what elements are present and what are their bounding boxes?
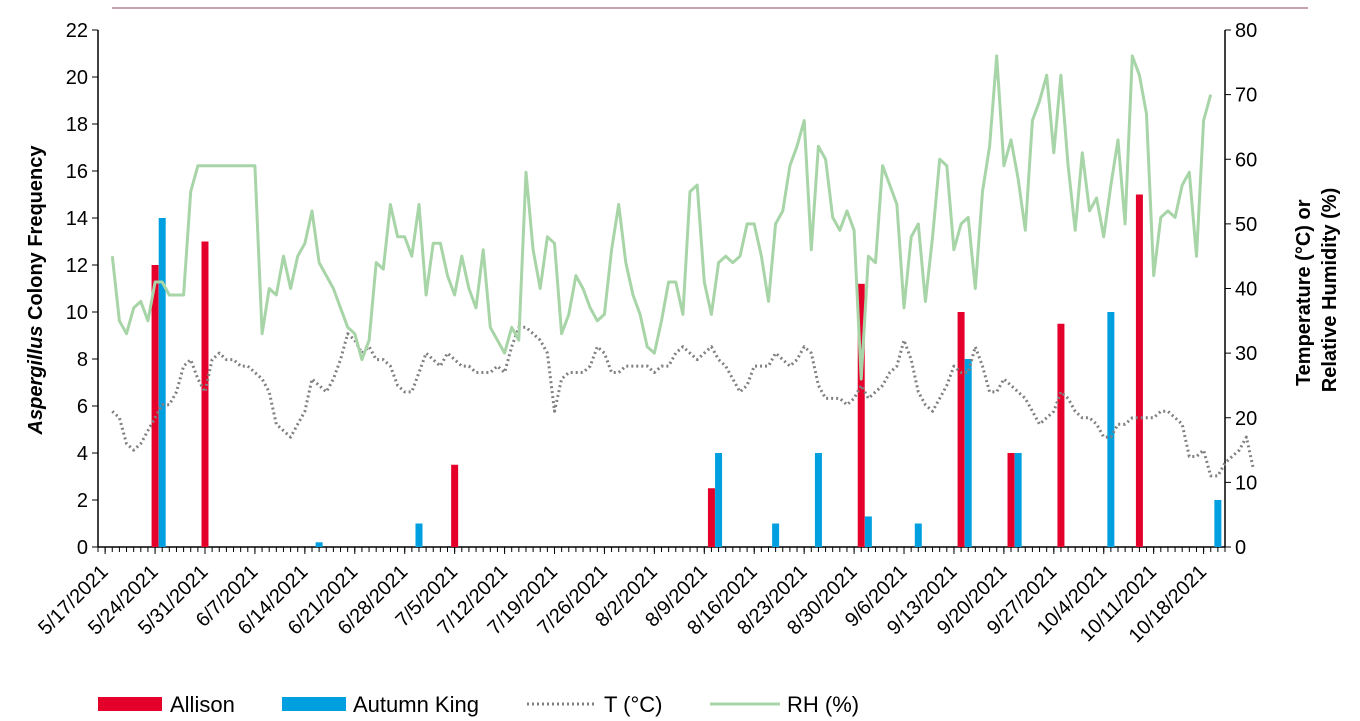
left-tick-label: 12 <box>66 255 88 277</box>
left-tick-label: 10 <box>66 302 88 324</box>
bar-autumn-king <box>772 523 780 547</box>
bar-allison <box>1135 194 1143 547</box>
legend: Allison Autumn King T (°C) RH (%) <box>98 692 859 717</box>
left-tick-label: 22 <box>66 20 88 42</box>
left-tick-label: 4 <box>77 443 88 465</box>
bar-autumn-king <box>1214 500 1222 547</box>
left-tick-label: 2 <box>77 490 88 512</box>
bar-allison <box>707 488 715 547</box>
right-tick-label: 60 <box>1235 149 1257 171</box>
left-axis-ticks: 0 2 4 6 8 10 12 14 16 18 20 22 <box>66 20 98 559</box>
bar-autumn-king <box>1014 453 1022 547</box>
bar-allison <box>451 464 459 547</box>
left-tick-label: 14 <box>66 208 88 230</box>
right-tick-label: 50 <box>1235 214 1257 236</box>
bar-allison <box>151 265 159 547</box>
bar-allison <box>201 241 209 547</box>
legend-label-autumn-king: Autumn King <box>353 692 479 717</box>
bars <box>151 194 1222 547</box>
bar-allison <box>957 312 965 547</box>
right-axis-ticks: 0 10 20 30 40 50 60 70 80 <box>1225 20 1257 559</box>
legend-label-temperature: T (°C) <box>604 692 663 717</box>
line-series-t-c <box>111 325 1255 478</box>
right-tick-label: 30 <box>1235 343 1257 365</box>
right-tick-label: 20 <box>1235 408 1257 430</box>
axes <box>97 30 1226 548</box>
left-axis-title-rest: Colony Frequency <box>25 145 47 326</box>
x-axis-ticks: 5/17/20215/24/20215/31/20216/7/20216/14/… <box>34 547 1226 647</box>
bar-autumn-king <box>415 523 423 547</box>
line-series-rh <box>110 54 1213 381</box>
right-tick-label: 10 <box>1235 472 1257 494</box>
bar-autumn-king <box>914 523 922 547</box>
bar-autumn-king <box>1107 312 1115 547</box>
right-axis-title-line1: Temperature (°C) or <box>1293 199 1315 386</box>
legend-swatch-autumn-king <box>282 697 346 711</box>
lines <box>110 54 1255 478</box>
bar-autumn-king <box>814 453 822 547</box>
right-tick-label: 80 <box>1235 20 1257 42</box>
left-axis-title-italic: Aspergillus <box>25 326 47 436</box>
left-tick-label: 20 <box>66 67 88 89</box>
right-tick-label: 0 <box>1235 537 1246 559</box>
right-tick-label: 40 <box>1235 279 1257 301</box>
left-tick-label: 16 <box>66 161 88 183</box>
bar-autumn-king <box>315 542 323 547</box>
legend-label-rh: RH (%) <box>787 692 859 717</box>
left-tick-label: 8 <box>77 349 88 371</box>
left-tick-label: 18 <box>66 114 88 136</box>
left-axis-title: Aspergillus Colony Frequency <box>25 145 47 436</box>
bar-allison <box>857 283 865 547</box>
left-tick-label: 0 <box>77 537 88 559</box>
right-axis-title: Temperature (°C) or Relative Humidity (%… <box>1293 188 1341 392</box>
right-axis-title-line2: Relative Humidity (%) <box>1319 188 1341 392</box>
bar-allison <box>1007 453 1015 547</box>
bar-autumn-king <box>964 359 972 547</box>
legend-swatch-allison <box>98 697 162 711</box>
left-tick-label: 6 <box>77 396 88 418</box>
bar-autumn-king <box>158 218 166 547</box>
bar-allison <box>1057 323 1065 547</box>
legend-label-allison: Allison <box>170 692 235 717</box>
bar-autumn-king <box>715 453 723 547</box>
right-tick-label: 70 <box>1235 85 1257 107</box>
bar-autumn-king <box>864 516 872 547</box>
